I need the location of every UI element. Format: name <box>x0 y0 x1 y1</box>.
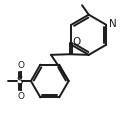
Text: O: O <box>73 37 81 47</box>
Text: S: S <box>16 76 23 86</box>
Text: O: O <box>18 61 25 70</box>
Text: O: O <box>18 92 25 101</box>
Text: N: N <box>109 19 117 29</box>
